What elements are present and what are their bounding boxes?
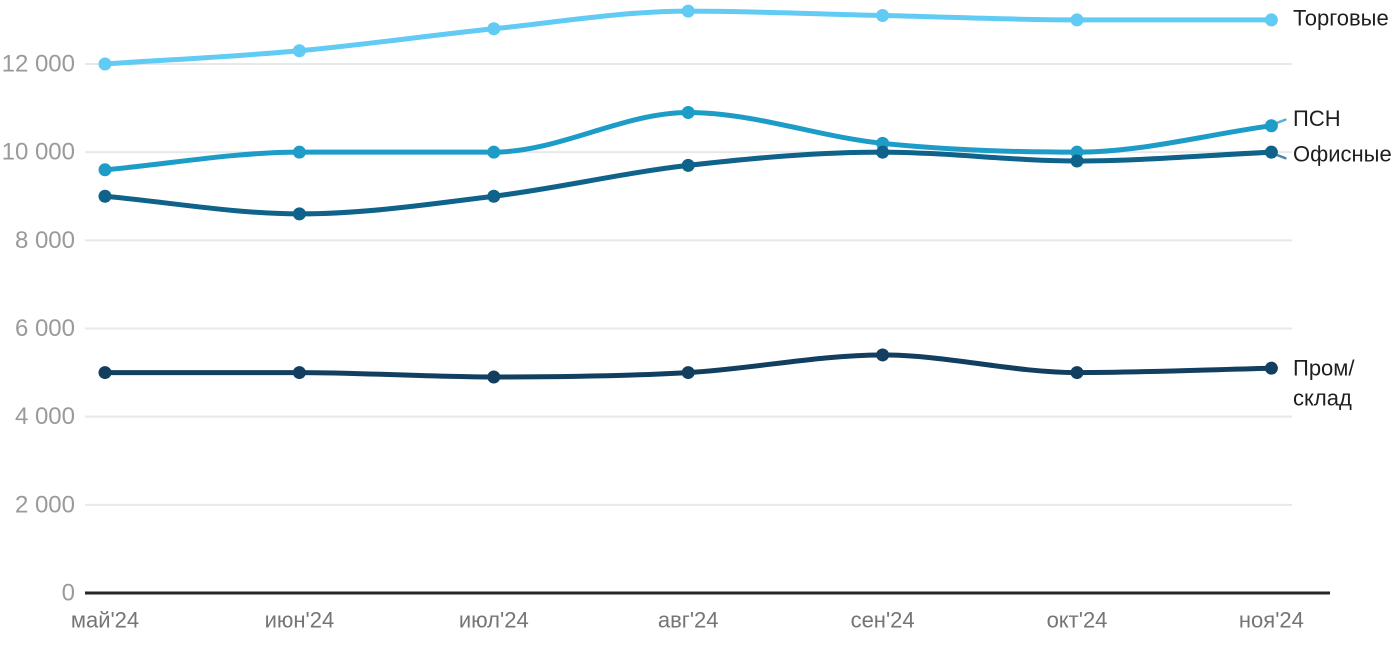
point-torgovye-4 (876, 9, 890, 23)
y-tick-label: 2 000 (15, 491, 75, 518)
point-ofisnye-0 (98, 189, 112, 203)
point-torgovye-1 (292, 44, 306, 58)
point-prom-sklad-0 (98, 366, 112, 380)
point-ofisnye-5 (1070, 154, 1084, 168)
y-tick-label: 8 000 (15, 227, 75, 254)
series-label-ofisnye: Офисные (1293, 142, 1392, 167)
label-connector-ofisnye (1276, 153, 1287, 160)
y-tick-label: 10 000 (2, 139, 75, 166)
point-ofisnye-3 (681, 158, 695, 172)
label-connector-psn (1276, 118, 1287, 124)
x-tick-label: сен'24 (851, 608, 915, 633)
series-line-torgovye (102, 8, 1274, 67)
point-ofisnye-1 (292, 207, 306, 221)
series-label-prom-sklad-line1: Пром/ (1293, 356, 1355, 381)
point-torgovye-0 (98, 57, 112, 71)
x-tick-label: окт'24 (1047, 608, 1108, 633)
point-torgovye-3 (681, 4, 695, 18)
point-ofisnye-2 (487, 189, 501, 203)
point-torgovye-5 (1070, 13, 1084, 27)
x-tick-label: ноя'24 (1239, 608, 1304, 633)
point-torgovye-2 (487, 22, 501, 36)
x-tick-label: июн'24 (265, 608, 335, 633)
point-prom-sklad-1 (292, 366, 306, 380)
point-psn-6 (1264, 119, 1278, 133)
point-prom-sklad-2 (487, 370, 501, 384)
y-tick-label: 6 000 (15, 315, 75, 342)
point-prom-sklad-6 (1264, 361, 1278, 375)
series-label-torgovye: Торговые (1293, 5, 1389, 30)
point-prom-sklad-3 (681, 366, 695, 380)
point-psn-3 (681, 105, 695, 119)
series-label-psn: ПСН (1293, 106, 1341, 131)
y-tick-label: 4 000 (15, 403, 75, 430)
point-psn-0 (98, 163, 112, 177)
point-psn-1 (292, 145, 306, 159)
point-ofisnye-6 (1264, 145, 1278, 159)
point-ofisnye-4 (876, 145, 890, 159)
point-prom-sklad-4 (876, 348, 890, 362)
y-tick-label: 12 000 (2, 51, 75, 78)
point-torgovye-6 (1264, 13, 1278, 27)
x-tick-label: авг'24 (658, 608, 719, 633)
y-tick-label: 0 (62, 580, 75, 607)
x-tick-label: июл'24 (459, 608, 529, 633)
x-tick-label: май'24 (71, 608, 139, 633)
series-label-prom-sklad-line2: склад (1293, 386, 1352, 411)
point-prom-sklad-5 (1070, 366, 1084, 380)
point-psn-2 (487, 145, 501, 159)
